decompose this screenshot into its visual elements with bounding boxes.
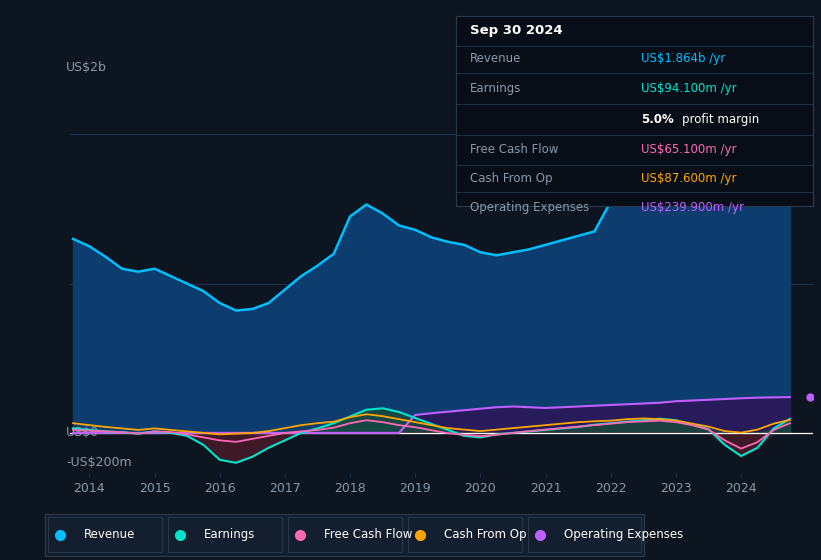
Text: Sep 30 2024: Sep 30 2024 [470,24,562,37]
Text: US$1.864b /yr: US$1.864b /yr [641,52,726,66]
Text: Revenue: Revenue [470,52,521,66]
Text: Operating Expenses: Operating Expenses [563,528,683,541]
Text: US$239.900m /yr: US$239.900m /yr [641,201,745,214]
Text: US$87.600m /yr: US$87.600m /yr [641,172,737,185]
Text: Free Cash Flow: Free Cash Flow [470,143,558,156]
Text: Earnings: Earnings [204,528,255,541]
Text: Revenue: Revenue [84,528,135,541]
Text: Operating Expenses: Operating Expenses [470,201,589,214]
Text: 5.0%: 5.0% [641,113,674,126]
Text: Earnings: Earnings [470,82,521,95]
Text: US$0: US$0 [66,426,99,440]
Text: Cash From Op: Cash From Op [470,172,553,185]
Text: profit margin: profit margin [682,113,759,126]
Text: US$65.100m /yr: US$65.100m /yr [641,143,737,156]
Text: Cash From Op: Cash From Op [443,528,526,541]
Text: Free Cash Flow: Free Cash Flow [323,528,412,541]
Text: US$94.100m /yr: US$94.100m /yr [641,82,737,95]
Text: US$2b: US$2b [66,61,107,74]
Text: -US$200m: -US$200m [66,456,131,469]
